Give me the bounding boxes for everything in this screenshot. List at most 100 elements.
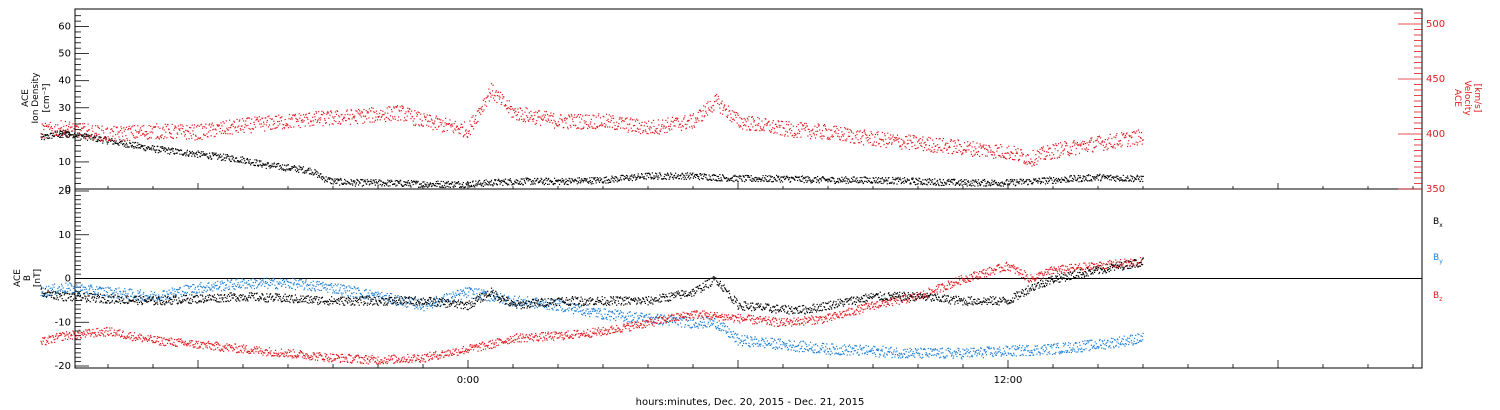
ion-density-series-point: [446, 183, 447, 184]
velocity-series-point: [189, 127, 190, 128]
ion-density-series-point: [1021, 183, 1022, 184]
by-series-point: [271, 279, 272, 280]
by-series-point: [127, 295, 128, 296]
ion-density-series-point: [126, 143, 127, 144]
by-series-point: [224, 290, 225, 291]
velocity-series-point: [955, 148, 956, 149]
by-series-point: [370, 298, 371, 299]
ion-density-series-point: [255, 165, 256, 166]
velocity-series-point: [950, 141, 951, 142]
ion-density-series-point: [864, 181, 865, 182]
velocity-series-point: [874, 137, 875, 138]
by-series-point: [191, 286, 192, 287]
ion-density-series-point: [667, 173, 668, 174]
by-series-point: [130, 288, 131, 289]
velocity-series-point: [723, 107, 724, 108]
velocity-series-point: [316, 113, 317, 114]
velocity-series-point: [328, 118, 329, 119]
top-right-ytick-label: 500: [1426, 19, 1445, 30]
ion-density-series-point: [255, 162, 256, 163]
velocity-series-point: [268, 115, 269, 116]
velocity-series-point: [550, 112, 551, 113]
velocity-series-point: [169, 129, 170, 130]
velocity-series-point: [299, 113, 300, 114]
velocity-series-point: [684, 117, 685, 118]
ion-density-series-point: [675, 173, 676, 174]
velocity-series-point: [133, 137, 134, 138]
ion-density-series-point: [421, 183, 422, 184]
by-series-point: [312, 285, 313, 286]
velocity-series-point: [362, 123, 363, 124]
velocity-series-point: [389, 119, 390, 120]
velocity-series-point: [1015, 149, 1016, 150]
by-series-point: [71, 286, 72, 287]
velocity-series-point: [1002, 155, 1003, 156]
by-series-point: [311, 290, 312, 291]
ion-density-series-point: [223, 159, 224, 160]
ion-density-series-point: [813, 181, 814, 182]
ion-density-series-point: [1021, 179, 1022, 180]
ion-density-series-point: [815, 177, 816, 178]
ion-density-series-point: [1118, 179, 1119, 180]
velocity-series-point: [418, 124, 419, 125]
velocity-series-point: [54, 126, 55, 127]
velocity-series-point: [810, 134, 811, 135]
by-series-point: [295, 280, 296, 281]
ion-density-series-point: [739, 178, 740, 179]
ion-density-series-point: [493, 185, 494, 186]
velocity-series-point: [164, 136, 165, 137]
ion-density-series-point: [609, 182, 610, 183]
velocity-series-point: [1124, 137, 1125, 138]
velocity-series-point: [201, 124, 202, 125]
ion-density-series-point: [1069, 176, 1070, 177]
velocity-series-point: [444, 122, 445, 123]
velocity-series-point: [216, 133, 217, 134]
ion-density-series-point: [677, 176, 678, 177]
velocity-series-point: [726, 109, 727, 110]
velocity-series-point: [224, 123, 225, 124]
velocity-series-point: [1067, 145, 1068, 146]
ion-density-series-point: [502, 185, 503, 186]
velocity-series-point: [639, 123, 640, 124]
velocity-series-point: [111, 128, 112, 129]
velocity-series-point: [630, 119, 631, 120]
ion-density-series-point: [579, 177, 580, 178]
ion-density-series-point: [671, 174, 672, 175]
velocity-series-point: [478, 110, 479, 111]
velocity-series-point: [1111, 146, 1112, 147]
velocity-series-point: [513, 116, 514, 117]
velocity-series-point: [980, 145, 981, 146]
ion-density-series-point: [984, 181, 985, 182]
ion-density-series-point: [599, 182, 600, 183]
by-series-point: [138, 300, 139, 301]
velocity-series-point: [719, 104, 720, 105]
velocity-series-point: [440, 119, 441, 120]
velocity-series-point: [49, 124, 50, 125]
ion-density-series-point: [651, 178, 652, 179]
ion-density-series-point: [979, 183, 980, 184]
ion-density-series-point: [1094, 176, 1095, 177]
velocity-series-point: [1108, 148, 1109, 149]
by-series-point: [151, 291, 152, 292]
ion-density-series-point: [138, 147, 139, 148]
velocity-series-point: [1111, 138, 1112, 139]
by-series-point: [396, 305, 397, 306]
ion-density-series-point: [717, 176, 718, 177]
velocity-series-point: [260, 119, 261, 120]
ion-density-series-point: [270, 165, 271, 166]
velocity-series-point: [579, 122, 580, 123]
ion-density-series-point: [1097, 174, 1098, 175]
velocity-series-point: [420, 119, 421, 120]
ion-density-series-point: [392, 181, 393, 182]
by-series-point: [104, 290, 105, 291]
ion-density-series-point: [154, 150, 155, 151]
velocity-series-point: [242, 118, 243, 119]
ion-density-series-point: [1058, 178, 1059, 179]
velocity-series-point: [706, 113, 707, 114]
by-series-point: [254, 288, 255, 289]
velocity-series-point: [845, 128, 846, 129]
velocity-series-point: [1085, 149, 1086, 150]
velocity-series-point: [590, 123, 591, 124]
by-series-point: [137, 298, 138, 299]
ion-density-series-point: [609, 180, 610, 181]
